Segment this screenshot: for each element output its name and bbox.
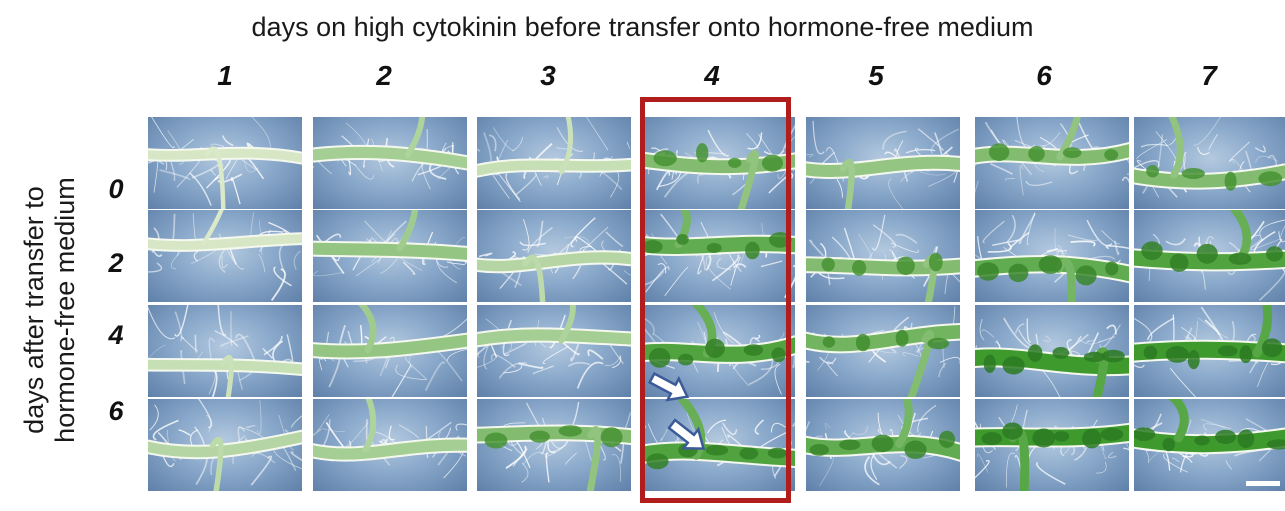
col-label-7: 7 — [1201, 60, 1217, 91]
micrograph-panel — [313, 210, 467, 302]
micrograph-panel — [148, 210, 302, 302]
micrograph-panel — [148, 305, 302, 397]
micrograph-panel — [477, 305, 631, 397]
col-label-4: 4 — [704, 60, 720, 91]
col-label-3: 3 — [540, 60, 556, 91]
micrograph-panel — [477, 399, 631, 491]
row-label-0: 0 — [108, 174, 124, 204]
micrograph-panel — [1134, 305, 1285, 397]
col-label-1: 1 — [217, 60, 233, 91]
micrograph-panel — [975, 117, 1129, 209]
col-label-2: 2 — [376, 60, 392, 91]
micrograph-panel — [477, 117, 631, 209]
micrograph-panel — [975, 399, 1129, 491]
micrograph-panel — [641, 117, 795, 209]
micrograph-panel — [641, 305, 795, 397]
micrograph-panel — [1134, 399, 1285, 491]
micrograph-panel — [641, 399, 795, 491]
micrograph-panel — [1134, 210, 1285, 302]
micrograph-panel — [975, 305, 1129, 397]
micrograph-panel — [313, 305, 467, 397]
micrograph-panel — [148, 117, 302, 209]
micrograph-panel — [806, 305, 960, 397]
micrograph-panel — [313, 399, 467, 491]
side-title: days after transfer to hormone-free medi… — [19, 130, 81, 490]
micrograph-panel — [806, 399, 960, 491]
micrograph-panel — [477, 210, 631, 302]
micrograph-panel — [806, 117, 960, 209]
side-title-line-2: hormone-free medium — [50, 177, 80, 443]
top-title: days on high cytokinin before transfer o… — [251, 12, 1034, 42]
scale-bar — [1246, 481, 1280, 486]
row-label-2: 2 — [108, 248, 124, 278]
side-title-line-1: days after transfer to — [19, 186, 49, 434]
micrograph-panel — [1134, 117, 1285, 209]
micrograph-panel — [641, 210, 795, 302]
micrograph-panel — [148, 399, 302, 491]
micrograph-panel — [313, 117, 467, 209]
micrograph-panel — [806, 210, 960, 302]
micrograph-panel — [975, 210, 1129, 302]
row-label-6: 6 — [108, 396, 124, 426]
col-label-5: 5 — [868, 60, 884, 91]
row-label-4: 4 — [108, 320, 124, 350]
col-label-6: 6 — [1036, 60, 1052, 91]
